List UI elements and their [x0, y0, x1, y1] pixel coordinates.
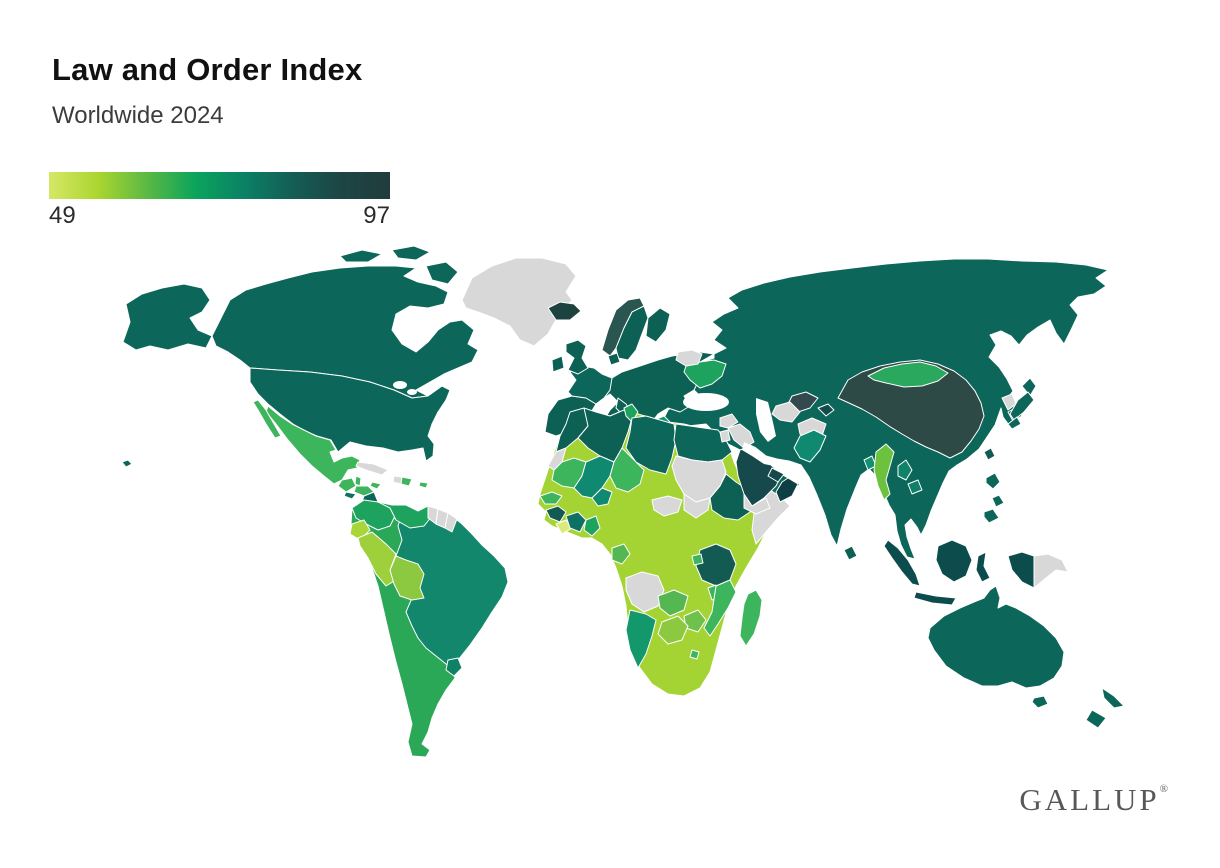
country-libya[interactable]: [625, 415, 677, 475]
country-indonesia-sulawesi[interactable]: [975, 551, 991, 583]
country-dominican-republic[interactable]: [400, 476, 413, 487]
country-philippines-mindanao[interactable]: [983, 508, 1000, 524]
country-angola[interactable]: [625, 571, 665, 613]
color-legend: 49 97: [49, 172, 390, 230]
legend-labels: 49 97: [49, 202, 390, 230]
black-sea: [683, 393, 729, 411]
country-pakistan[interactable]: [793, 429, 827, 463]
country-united-states-hawaii[interactable]: [121, 459, 133, 468]
country-ivory-coast[interactable]: [565, 511, 587, 533]
country-zambia[interactable]: [657, 589, 689, 617]
country-iceland[interactable]: [547, 301, 582, 321]
country-guinea[interactable]: [545, 505, 567, 523]
page-title: Law and Order Index: [52, 52, 363, 87]
country-indonesia-sumatra[interactable]: [883, 539, 921, 587]
country-south-sudan[interactable]: [683, 493, 711, 519]
country-mongolia[interactable]: [867, 361, 949, 388]
country-indonesia-borneo[interactable]: [935, 539, 973, 583]
country-namibia[interactable]: [625, 609, 657, 669]
country-mexico-baja[interactable]: [252, 399, 282, 439]
country-philippines-visayas[interactable]: [991, 494, 1005, 508]
legend-max-label: 97: [363, 202, 390, 229]
country-rwanda[interactable]: [691, 553, 704, 566]
country-bolivia[interactable]: [389, 555, 425, 601]
country-yemen[interactable]: [743, 493, 771, 515]
country-egypt[interactable]: [673, 423, 733, 463]
country-taiwan[interactable]: [983, 447, 996, 461]
country-jordan[interactable]: [719, 429, 731, 443]
country-turkmenistan[interactable]: [771, 401, 801, 423]
country-el-salvador[interactable]: [343, 491, 357, 500]
country-gabon[interactable]: [611, 543, 631, 565]
country-united-kingdom[interactable]: [565, 339, 589, 375]
country-indonesia-java[interactable]: [913, 591, 957, 606]
country-central-african-republic[interactable]: [651, 495, 683, 517]
country-sri-lanka[interactable]: [843, 545, 858, 561]
country-madagascar[interactable]: [739, 589, 763, 647]
legend-min-label: 49: [49, 202, 76, 229]
country-puerto-rico[interactable]: [418, 481, 429, 489]
country-australia-tasmania[interactable]: [1031, 695, 1049, 709]
country-botswana[interactable]: [657, 615, 689, 645]
country-japan-kyushu[interactable]: [1007, 416, 1022, 430]
country-myanmar[interactable]: [873, 443, 895, 501]
country-china[interactable]: [837, 359, 985, 459]
country-niger[interactable]: [609, 447, 645, 493]
country-oman[interactable]: [775, 477, 799, 503]
country-denmark[interactable]: [607, 352, 621, 366]
country-new-zealand-north[interactable]: [1101, 687, 1125, 709]
country-iraq[interactable]: [727, 423, 755, 449]
country-canada-island-baffin[interactable]: [425, 261, 459, 285]
country-cuba[interactable]: [355, 461, 389, 476]
country-eswatini[interactable]: [689, 649, 700, 660]
country-mexico[interactable]: [265, 405, 361, 485]
country-new-zealand-south[interactable]: [1085, 709, 1107, 729]
country-philippines-luzon[interactable]: [985, 472, 1001, 490]
country-belarus[interactable]: [675, 349, 703, 367]
country-mozambique[interactable]: [703, 579, 737, 637]
country-sweden[interactable]: [615, 305, 649, 361]
world-map: [0, 230, 1220, 790]
great-lake-michigan: [407, 389, 417, 395]
country-burkina-faso[interactable]: [591, 487, 613, 507]
persian-gulf: [742, 442, 774, 466]
country-jamaica[interactable]: [369, 481, 382, 490]
country-laos[interactable]: [897, 459, 913, 481]
country-canada-island-2[interactable]: [391, 245, 431, 261]
country-french-guiana[interactable]: [444, 512, 458, 533]
legend-gradient-bar: [49, 172, 390, 199]
country-uae[interactable]: [767, 467, 785, 483]
country-australia[interactable]: [927, 585, 1065, 689]
gallup-wordmark: GALLUP: [1019, 782, 1160, 817]
country-indonesia-papua[interactable]: [1007, 551, 1035, 589]
country-papua-new-guinea[interactable]: [1033, 553, 1069, 589]
gallup-logo: GALLUP®: [1019, 782, 1168, 818]
country-ukraine[interactable]: [683, 359, 727, 389]
country-france[interactable]: [567, 365, 613, 405]
country-haiti[interactable]: [392, 475, 403, 485]
country-japan-honshu[interactable]: [1009, 391, 1035, 421]
country-finland[interactable]: [645, 307, 671, 343]
country-canada-island-1[interactable]: [339, 249, 383, 263]
country-uruguay[interactable]: [445, 657, 463, 677]
country-ireland[interactable]: [551, 355, 565, 373]
country-guatemala[interactable]: [337, 477, 357, 493]
country-senegal[interactable]: [539, 491, 563, 505]
registered-trademark-icon: ®: [1159, 783, 1168, 795]
country-tajikistan[interactable]: [817, 403, 835, 417]
country-united-states-alaska[interactable]: [122, 283, 213, 351]
country-ghana[interactable]: [583, 515, 601, 537]
country-cambodia[interactable]: [907, 479, 923, 495]
country-syria[interactable]: [719, 413, 739, 429]
page-subtitle: Worldwide 2024: [52, 102, 224, 129]
country-belize[interactable]: [354, 475, 362, 487]
caspian-sea: [756, 398, 776, 442]
great-lake-superior: [393, 381, 407, 389]
